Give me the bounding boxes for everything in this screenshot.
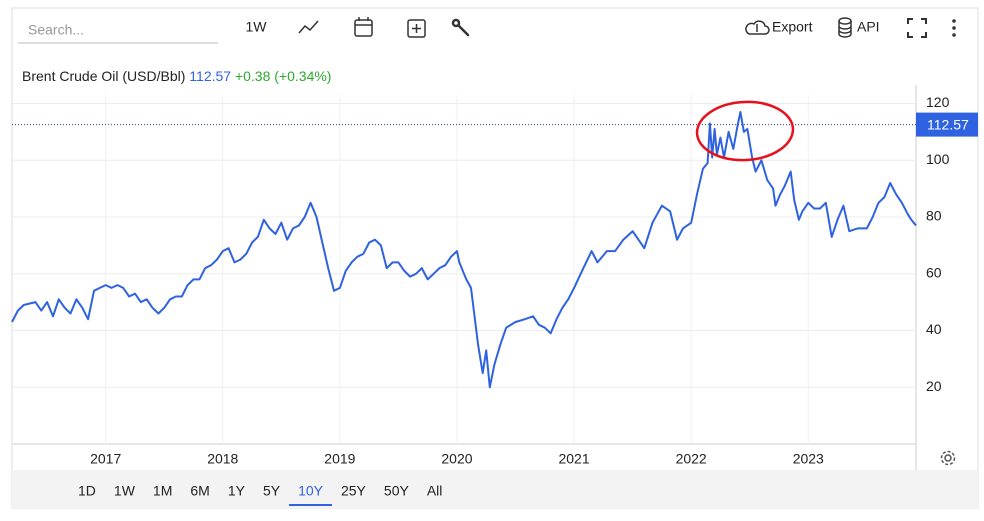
- plot: 20 40 60 80 100 120 2017 2018 2019 2020 2021 2022 20…: [11, 85, 978, 470]
- menu-icon[interactable]: [952, 19, 956, 37]
- range-button[interactable]: 5Y: [263, 483, 281, 499]
- export-icon[interactable]: [745, 20, 770, 35]
- fullscreen-icon[interactable]: [907, 18, 927, 38]
- chart-type-icon[interactable]: [298, 20, 319, 34]
- x-tick-label: 2023: [793, 451, 824, 467]
- y-tick-label: 20: [926, 378, 942, 394]
- price: 112.57: [189, 68, 231, 84]
- calendar-icon[interactable]: [354, 17, 373, 37]
- frame: [11, 7, 979, 509]
- api-icon[interactable]: [838, 17, 852, 38]
- range-button[interactable]: 1W: [114, 483, 136, 499]
- gear-icon[interactable]: [940, 450, 956, 466]
- price-line: [11, 111, 917, 389]
- title: Brent Crude Oil (USD/Bbl): [22, 68, 185, 84]
- change: +0.38 (+0.34%): [235, 68, 332, 84]
- x-tick-label: 2017: [90, 451, 121, 467]
- y-tick-label: 80: [926, 208, 942, 224]
- range-buttons: 1D 1W 1M 6M 1Y 5Y 10Y 25Y 50Y All: [78, 483, 442, 506]
- x-tick-label: 2018: [207, 451, 238, 467]
- api-button[interactable]: API: [857, 19, 880, 35]
- last-price-box: [916, 112, 978, 137]
- range-button[interactable]: 1D: [78, 483, 96, 499]
- range-button[interactable]: All: [427, 483, 443, 499]
- y-tick-label: 40: [926, 321, 942, 337]
- range-button[interactable]: 6M: [190, 483, 209, 499]
- settings-wrench-icon[interactable]: [451, 18, 470, 37]
- annotation-circle: [695, 100, 795, 162]
- range-button[interactable]: 50Y: [384, 483, 410, 499]
- export-button[interactable]: Export: [772, 19, 813, 35]
- range-selected-underline: [289, 504, 332, 506]
- range-button[interactable]: 1M: [153, 483, 172, 499]
- range-button[interactable]: 10Y: [298, 483, 324, 499]
- y-tick-label: 100: [926, 151, 950, 167]
- x-tick-label: 2022: [676, 451, 707, 467]
- x-tick-label: 2021: [558, 451, 589, 467]
- add-icon[interactable]: [407, 19, 426, 38]
- chart-title: Brent Crude Oil (USD/Bbl) 112.57 +0.38 (…: [22, 68, 331, 84]
- y-tick-label: 120: [926, 94, 950, 110]
- range-button[interactable]: 25Y: [341, 483, 367, 499]
- search-input[interactable]: Search...: [28, 22, 84, 38]
- range-bar: [12, 470, 978, 508]
- interval-button[interactable]: 1W: [246, 19, 268, 35]
- x-tick-label: 2020: [441, 451, 472, 467]
- y-tick-label: 60: [926, 264, 942, 280]
- x-tick-label: 2019: [324, 451, 355, 467]
- range-button[interactable]: 1Y: [228, 483, 246, 499]
- last-price-label: 112.57: [927, 116, 969, 132]
